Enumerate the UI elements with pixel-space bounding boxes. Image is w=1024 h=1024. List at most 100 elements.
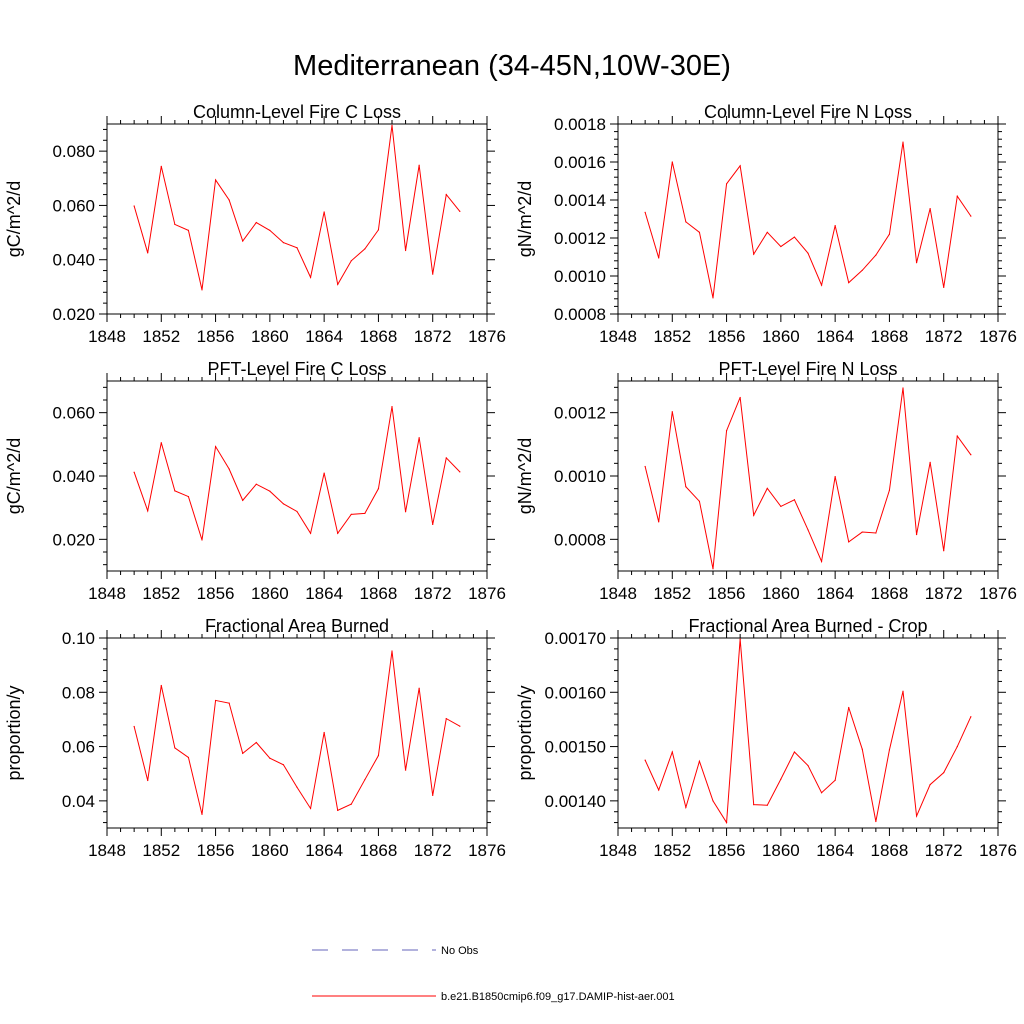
data-point xyxy=(943,286,945,288)
data-point xyxy=(391,124,393,126)
data-point xyxy=(228,468,230,470)
data-point xyxy=(255,741,257,744)
data-point xyxy=(377,488,380,490)
data-point xyxy=(214,179,217,181)
data-point xyxy=(459,471,461,473)
series-line xyxy=(133,406,461,541)
panel-title: Fractional Area Burned xyxy=(205,616,389,636)
data-point xyxy=(671,751,673,753)
y-tick-label: 0.00170 xyxy=(545,629,606,648)
y-tick-label: 0.0012 xyxy=(554,229,606,248)
x-tick-label: 1860 xyxy=(251,327,289,346)
legend: No Obs b.e21.B1850cmip6.f09_g17.DAMIP-his… xyxy=(312,945,675,1003)
data-point xyxy=(970,215,972,217)
data-point xyxy=(902,387,904,389)
data-point xyxy=(739,396,741,399)
y-tick-label: 0.0012 xyxy=(554,404,606,423)
x-tick-label: 1856 xyxy=(197,584,235,603)
data-point xyxy=(712,800,714,802)
x-tick-label: 1872 xyxy=(414,327,452,346)
y-tick-label: 0.020 xyxy=(52,305,95,324)
x-tick-label: 1848 xyxy=(88,841,126,860)
x-tick-label: 1872 xyxy=(925,584,963,603)
data-point xyxy=(902,690,904,692)
data-point xyxy=(820,284,823,286)
chart-panel-1: Column-Level Fire C Loss gC/m^2/d 1848 1852… xyxy=(4,102,506,346)
y-tick-label: 0.04 xyxy=(62,792,95,811)
x-tick-label: 1868 xyxy=(871,584,909,603)
data-point xyxy=(725,430,728,432)
plot-frame xyxy=(106,380,488,572)
data-point xyxy=(725,183,728,185)
x-tick-label: 1868 xyxy=(360,584,398,603)
series-line xyxy=(644,141,972,298)
data-point xyxy=(174,490,176,492)
data-point xyxy=(269,229,271,231)
data-point xyxy=(766,804,768,806)
x-tick-label: 1852 xyxy=(142,841,180,860)
data-point xyxy=(915,262,918,264)
data-point xyxy=(228,702,230,704)
data-point xyxy=(242,240,244,242)
data-point xyxy=(187,229,190,231)
y-tick-label: 0.0014 xyxy=(554,191,606,210)
x-tick-label: 1864 xyxy=(305,327,343,346)
data-point xyxy=(685,486,687,488)
data-point xyxy=(888,749,891,751)
data-point xyxy=(432,523,434,526)
data-point xyxy=(445,457,447,459)
series-line xyxy=(644,387,972,569)
x-tick-label: 1876 xyxy=(468,327,506,346)
y-axis-label: gC/m^2/d xyxy=(4,181,24,257)
data-point xyxy=(834,779,836,781)
x-tick-label: 1852 xyxy=(653,841,691,860)
panel-title: PFT-Level Fire N Loss xyxy=(718,359,897,379)
x-tick-label: 1876 xyxy=(468,841,506,860)
data-point xyxy=(902,141,904,143)
data-point xyxy=(337,809,339,811)
data-point xyxy=(644,759,646,761)
data-point xyxy=(309,532,312,534)
data-point xyxy=(404,769,407,771)
data-point xyxy=(432,273,434,275)
data-point xyxy=(848,706,850,709)
x-tick-label: 1856 xyxy=(708,327,746,346)
data-point xyxy=(739,165,741,167)
panel-title: Fractional Area Burned - Crop xyxy=(688,616,927,636)
data-point xyxy=(377,229,380,231)
y-tick-label: 0.060 xyxy=(52,404,95,423)
y-tick-label: 0.00150 xyxy=(545,738,606,757)
x-tick-label: 1864 xyxy=(816,841,854,860)
data-point xyxy=(242,499,244,501)
y-axis-label: gN/m^2/d xyxy=(515,438,535,514)
y-axis-label: proportion/y xyxy=(4,685,24,780)
plot-frame xyxy=(617,123,999,315)
chart-panel-3: PFT-Level Fire C Loss gC/m^2/d 1848 1852 185… xyxy=(4,359,506,603)
data-point xyxy=(915,533,918,536)
data-point xyxy=(970,454,972,456)
y-tick-label: 0.0010 xyxy=(554,467,606,486)
x-tick-label: 1864 xyxy=(816,584,854,603)
data-point xyxy=(391,406,393,408)
data-point xyxy=(432,794,434,797)
data-point xyxy=(807,252,809,254)
figure-title: Mediterranean (34-45N,10W-30E) xyxy=(293,50,731,82)
data-point xyxy=(658,257,660,259)
data-point xyxy=(187,756,190,759)
x-tick-label: 1872 xyxy=(925,327,963,346)
data-point xyxy=(739,638,741,640)
data-point xyxy=(861,269,863,271)
data-point xyxy=(698,231,701,233)
y-tick-label: 0.10 xyxy=(62,629,95,648)
data-point xyxy=(418,164,420,166)
chart-panel-5: Fractional Area Burned proportion/y 1848 18… xyxy=(4,616,506,860)
data-point xyxy=(391,650,393,652)
panel-title: PFT-Level Fire C Loss xyxy=(207,359,386,379)
data-point xyxy=(780,245,782,248)
y-tick-label: 0.0008 xyxy=(554,305,606,324)
data-point xyxy=(418,437,420,439)
data-point xyxy=(685,806,687,808)
data-point xyxy=(309,276,312,278)
data-point xyxy=(888,489,891,491)
x-tick-label: 1848 xyxy=(88,327,126,346)
